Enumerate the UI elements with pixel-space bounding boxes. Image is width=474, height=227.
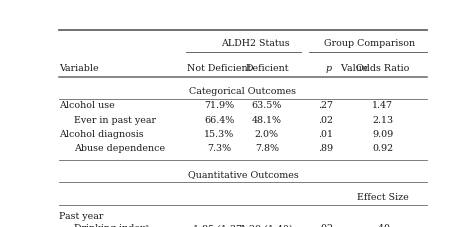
Text: 7.8%: 7.8% (255, 144, 279, 153)
Text: Group Comparison: Group Comparison (324, 39, 415, 48)
Text: Value: Value (338, 64, 368, 73)
Text: .89: .89 (318, 144, 333, 153)
Text: ALDH2 Status: ALDH2 Status (221, 39, 290, 48)
Text: .02: .02 (318, 115, 333, 124)
Text: 63.5%: 63.5% (252, 101, 282, 110)
Text: Odds Ratio: Odds Ratio (356, 64, 409, 73)
Text: 15.3%: 15.3% (204, 129, 234, 138)
Text: 2.13: 2.13 (372, 115, 393, 124)
Text: 9.09: 9.09 (372, 129, 393, 138)
Text: Not Deficient: Not Deficient (187, 64, 251, 73)
Text: 2.0%: 2.0% (255, 129, 279, 138)
Text: 0.92: 0.92 (372, 144, 393, 153)
Text: Deficient: Deficient (245, 64, 289, 73)
Text: 48.1%: 48.1% (252, 115, 282, 124)
Text: 66.4%: 66.4% (204, 115, 234, 124)
Text: Quantitative Outcomes: Quantitative Outcomes (188, 170, 298, 178)
Text: Effect Size: Effect Size (356, 192, 409, 201)
Text: Alcohol diagnosis: Alcohol diagnosis (59, 129, 144, 138)
Text: .01: .01 (318, 129, 333, 138)
Text: 1.85 (1.37): 1.85 (1.37) (192, 223, 246, 227)
Text: 71.9%: 71.9% (204, 101, 234, 110)
Text: .40: .40 (375, 223, 390, 227)
Text: Variable: Variable (59, 64, 99, 73)
Text: .02: .02 (318, 223, 333, 227)
Text: 1.29 (1.40): 1.29 (1.40) (240, 223, 293, 227)
Text: Categorical Outcomes: Categorical Outcomes (190, 87, 296, 96)
Text: 1.47: 1.47 (372, 101, 393, 110)
Text: p: p (326, 64, 332, 73)
Text: Alcohol use: Alcohol use (59, 101, 115, 110)
Text: Abuse dependence: Abuse dependence (74, 144, 165, 153)
Text: Ever in past year: Ever in past year (74, 115, 156, 124)
Text: .27: .27 (318, 101, 333, 110)
Text: Past year: Past year (59, 211, 104, 220)
Text: Drinking indexᵃ: Drinking indexᵃ (74, 223, 149, 227)
Text: 7.3%: 7.3% (207, 144, 231, 153)
